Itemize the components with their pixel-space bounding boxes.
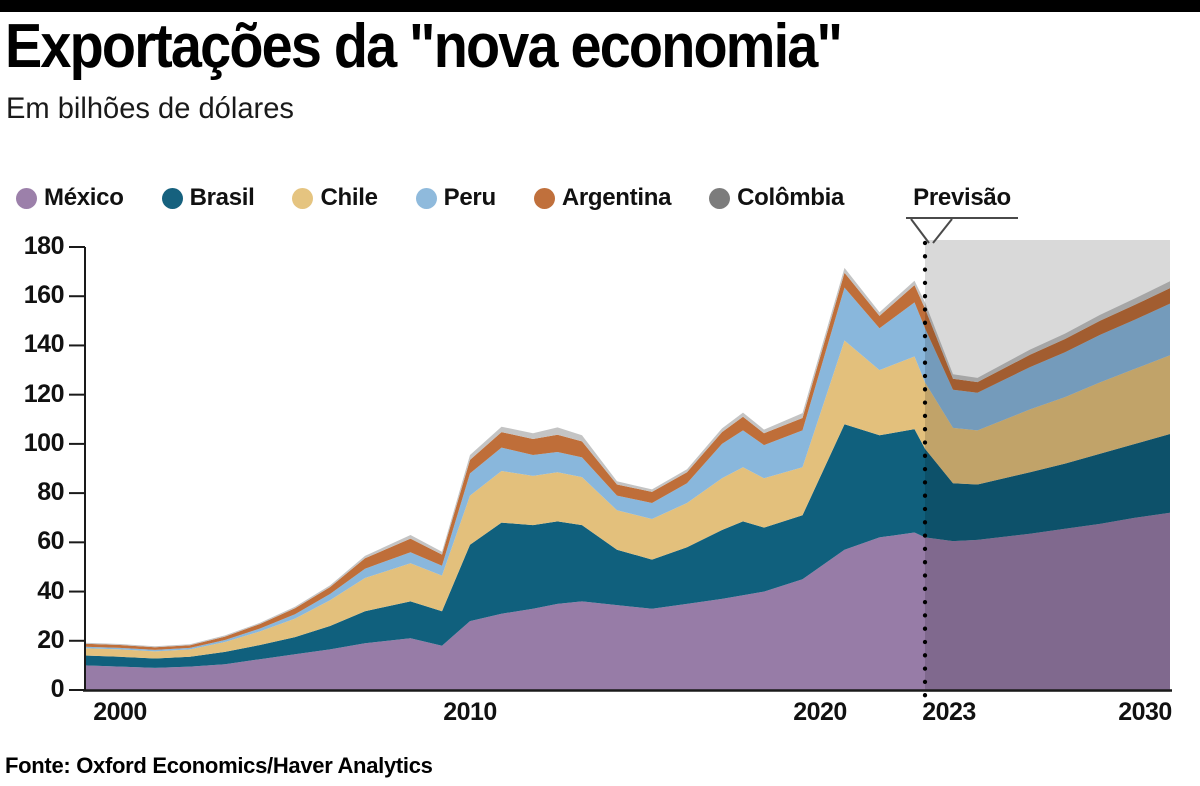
legend-dot (161, 187, 183, 209)
legend-item-chile: Chile (292, 184, 378, 212)
forecast-callout-pointer-right (932, 218, 953, 244)
y-tick-label-160: 160 (23, 281, 65, 310)
x-tick-label-2010: 2010 (443, 698, 497, 726)
legend-item-argentina: Argentina (533, 184, 672, 212)
legend-dot (16, 187, 37, 209)
area-brasil (85, 424, 1170, 668)
legend-label: Peru (443, 184, 496, 211)
chart-title: Exportações da "nova economia" (5, 12, 843, 81)
legend-label: Argentina (561, 184, 672, 211)
y-tick-label-120: 120 (23, 379, 65, 408)
source-note: Fonte: Oxford Economics/Haver Analytics (5, 753, 433, 778)
x-tick-label-2030: 2030 (1118, 698, 1172, 726)
legend-label: Colômbia (737, 184, 845, 211)
legend-item-brasil: Brasil (161, 184, 255, 212)
top-bar (0, 0, 1200, 12)
legend-dot (709, 187, 731, 209)
y-tick-label-60: 60 (37, 527, 64, 556)
legend: México Brasil Chile Peru Argentina Colômbia (16, 184, 844, 212)
y-tick-label-0: 0 (50, 675, 65, 703)
legend-item-mexico: México (16, 184, 124, 212)
legend-dot (292, 187, 314, 209)
forecast-region-shade (925, 240, 1170, 692)
area-mexico (85, 512, 1170, 690)
legend-label: Brasil (189, 184, 255, 211)
legend-item-peru: Peru (415, 184, 496, 212)
y-tick-label-80: 80 (37, 478, 64, 507)
y-tick-label-40: 40 (37, 576, 64, 605)
y-tick-label-180: 180 (23, 232, 65, 260)
legend-label: México (44, 184, 124, 211)
x-tick-label-2023: 2023 (922, 698, 976, 726)
area-chile (85, 340, 1170, 659)
y-tick-label-100: 100 (23, 428, 65, 457)
legend-dot (533, 187, 555, 209)
forecast-label: Previsão (913, 184, 1011, 211)
legend-label: Chile (320, 184, 378, 211)
legend-dot (415, 187, 437, 209)
chart-subtitle: Em bilhões de dólares (6, 92, 294, 125)
x-tick-label-2000: 2000 (93, 698, 147, 726)
forecast-callout-pointer-left (910, 218, 930, 244)
y-tick-label-20: 20 (37, 625, 64, 654)
x-tick-label-2020: 2020 (793, 698, 847, 726)
y-tick-label-140: 140 (23, 330, 65, 359)
legend-item-colombia: Colômbia (709, 184, 844, 212)
